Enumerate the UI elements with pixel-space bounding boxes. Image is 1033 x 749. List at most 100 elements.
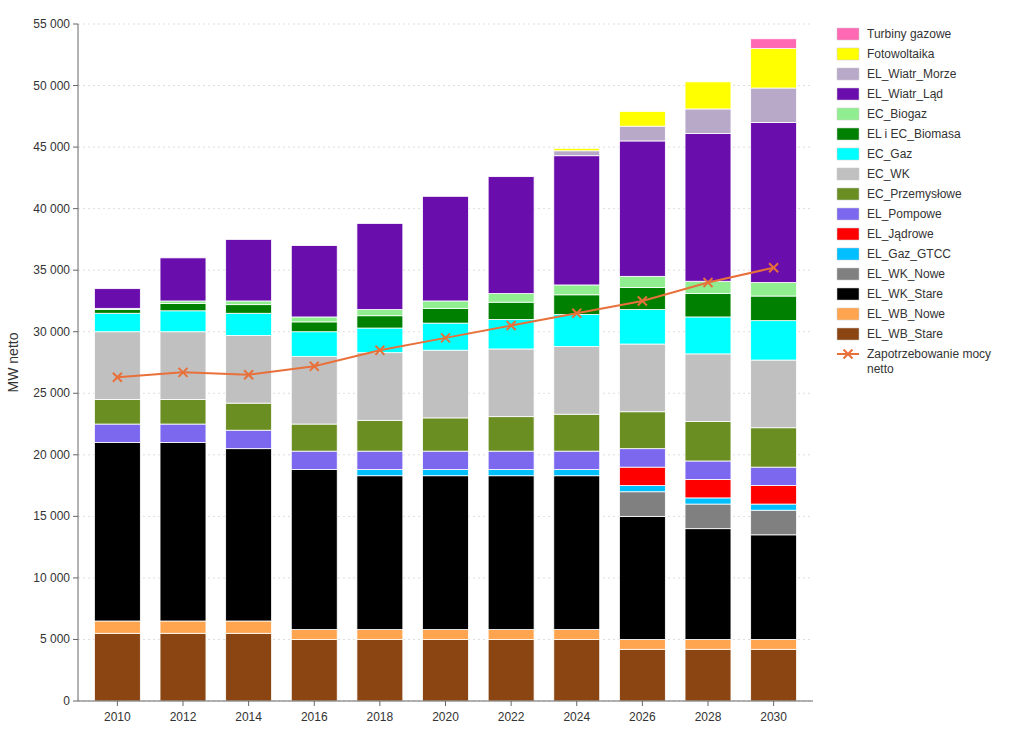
bar — [554, 148, 600, 149]
bar — [751, 49, 797, 88]
bar — [685, 649, 731, 701]
legend-label-line: EC_Biogaz — [867, 107, 927, 121]
legend-swatch — [837, 148, 859, 160]
legend-label: EC_Biogaz — [867, 107, 927, 121]
x-tick-label: 2024 — [563, 710, 590, 724]
bar — [619, 111, 665, 112]
bar — [751, 296, 797, 321]
bar — [554, 285, 600, 295]
bar — [619, 467, 665, 485]
x-tick-label: 2018 — [367, 710, 394, 724]
chart: 05 00010 00015 00020 00025 00030 00035 0… — [0, 0, 1033, 749]
bar — [357, 223, 403, 309]
x-tick — [511, 701, 512, 706]
legend-label: Fotowoltaika — [867, 47, 935, 61]
bar — [423, 308, 469, 323]
bar — [94, 399, 140, 424]
legend-item: EL_Wiatr_Ląd — [837, 87, 943, 101]
bar — [488, 451, 534, 469]
legend-label-line: EL_WK_Nowe — [867, 267, 945, 281]
legend-item: EC_Biogaz — [837, 107, 927, 121]
bar — [619, 449, 665, 467]
bar — [94, 424, 140, 442]
bar — [357, 223, 403, 224]
bar — [488, 294, 534, 303]
bar — [160, 258, 206, 301]
legend-label-line: EL_Gaz_GTCC — [867, 247, 951, 261]
bar — [291, 246, 337, 317]
bar — [685, 354, 731, 422]
legend-item: EL_WB_Stare — [837, 327, 943, 341]
y-tick-label: 0 — [63, 694, 70, 708]
legend-label: EL_Pompowe — [867, 207, 942, 221]
bar — [160, 443, 206, 621]
bar — [554, 630, 600, 640]
bar — [554, 156, 600, 285]
bar — [554, 476, 600, 630]
bar — [685, 422, 731, 461]
bar — [423, 196, 469, 197]
line-marker — [704, 278, 713, 287]
legend-item: Zapotrzebowanie mocynetto — [837, 347, 991, 376]
bar — [685, 498, 731, 504]
legend-label: Turbiny gazowe — [867, 27, 952, 41]
y-tick-label: 50 000 — [33, 79, 70, 93]
bar — [751, 504, 797, 510]
line-marker — [113, 373, 122, 382]
bar — [423, 196, 469, 301]
legend-swatch — [837, 88, 859, 100]
y-tick — [73, 85, 78, 86]
bar — [357, 353, 403, 421]
bar — [291, 424, 337, 451]
bar — [554, 414, 600, 451]
legend: Turbiny gazoweFotowoltaikaEL_Wiatr_Morze… — [837, 27, 991, 376]
legend-label: EL_Wiatr_Ląd — [867, 87, 943, 101]
grid-line — [78, 24, 813, 25]
legend-label: EL i EC_Biomasa — [867, 127, 961, 141]
bar — [291, 245, 337, 246]
legend-label-line: EC_WK — [867, 167, 910, 181]
bar — [423, 350, 469, 418]
bar — [94, 443, 140, 621]
bar — [488, 349, 534, 417]
bar — [751, 282, 797, 296]
bar — [685, 504, 731, 529]
bar — [751, 360, 797, 428]
bar — [554, 151, 600, 156]
legend-label: EC_Przemysłowe — [867, 187, 962, 201]
bar — [291, 470, 337, 630]
bar-series — [751, 39, 797, 49]
x-tick-label: 2026 — [629, 710, 656, 724]
bar — [488, 476, 534, 630]
x-tick — [183, 701, 184, 706]
bar — [685, 109, 731, 134]
bar — [291, 322, 337, 332]
bar — [160, 332, 206, 400]
legend-item: EL_WK_Stare — [837, 287, 943, 301]
x-tick-label: 2028 — [695, 710, 722, 724]
bar — [488, 302, 534, 319]
bar — [685, 294, 731, 317]
bar — [423, 630, 469, 640]
legend-item: EC_WK — [837, 167, 910, 181]
x-tick-label: 2022 — [498, 710, 525, 724]
legend-swatch — [837, 168, 859, 180]
line-marker — [244, 370, 253, 379]
bar — [685, 82, 731, 109]
bar — [94, 310, 140, 314]
y-tick-label: 5 000 — [40, 632, 70, 646]
x-tick — [314, 701, 315, 706]
legend-label-line: EL i EC_Biomasa — [867, 127, 961, 141]
y-tick — [73, 208, 78, 209]
bar — [94, 633, 140, 701]
bar — [751, 88, 797, 122]
bar — [423, 196, 469, 197]
legend-swatch — [837, 288, 859, 300]
bar — [685, 461, 731, 479]
y-tick-label: 55 000 — [33, 17, 70, 31]
legend-label: EL_WB_Nowe — [867, 307, 945, 321]
y-tick — [73, 331, 78, 332]
legend-swatch — [837, 308, 859, 320]
legend-label-line: EL_WB_Nowe — [867, 307, 945, 321]
bar — [488, 630, 534, 640]
